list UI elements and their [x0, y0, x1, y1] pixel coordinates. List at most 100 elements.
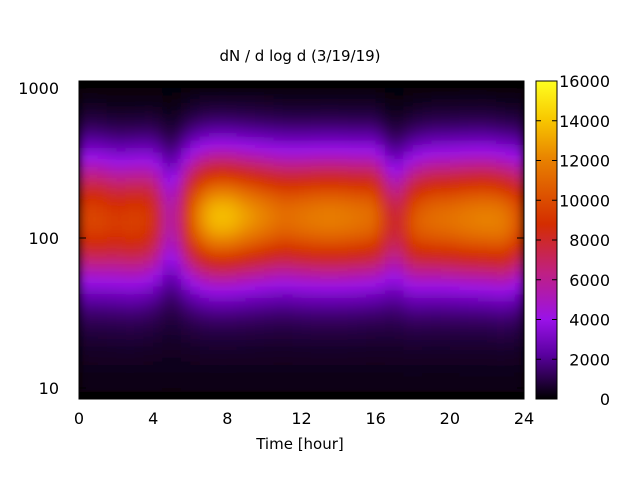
- heatmap-cell: [459, 308, 469, 313]
- heatmap-cell: [440, 151, 451, 156]
- heatmap-cell: [514, 98, 524, 103]
- heatmap-cell: [477, 233, 488, 238]
- heatmap-cell: [301, 151, 312, 156]
- heatmap-cell: [208, 121, 219, 126]
- heatmap-cell: [180, 331, 191, 336]
- heatmap-cell: [422, 323, 432, 328]
- heatmap-cell: [422, 364, 432, 370]
- heatmap-cell: [79, 252, 89, 257]
- heatmap-cell: [245, 203, 256, 208]
- heatmap-cell: [106, 383, 117, 388]
- heatmap-cell: [236, 342, 247, 347]
- heatmap-cell: [255, 88, 266, 92]
- heatmap-cell: [449, 349, 460, 355]
- heatmap-cell: [264, 226, 275, 231]
- heatmap-cell: [106, 91, 117, 96]
- heatmap-cell: [227, 379, 238, 385]
- heatmap-cell: [394, 226, 405, 231]
- heatmap-cell: [180, 173, 191, 178]
- heatmap-cell: [366, 132, 377, 137]
- heatmap-cell: [171, 353, 182, 358]
- heatmap-cell: [116, 342, 126, 347]
- heatmap-cell: [412, 222, 423, 227]
- heatmap-cell: [347, 327, 358, 332]
- heatmap-cell: [403, 188, 414, 193]
- heatmap-cell: [153, 267, 164, 272]
- heatmap-cell: [143, 143, 154, 148]
- heatmap-cell: [449, 334, 460, 340]
- heatmap-cell: [171, 308, 182, 313]
- heatmap-cell: [320, 349, 330, 355]
- heatmap-cell: [162, 139, 173, 145]
- heatmap-cell: [375, 286, 386, 291]
- heatmap-cell: [218, 301, 228, 306]
- heatmap-cell: [218, 248, 228, 253]
- heatmap-cell: [180, 211, 191, 216]
- heatmap-cell: [514, 316, 524, 321]
- heatmap-cell: [208, 361, 219, 366]
- heatmap-cell: [255, 151, 266, 156]
- heatmap-cell: [125, 346, 136, 351]
- heatmap-cell: [282, 361, 293, 366]
- heatmap-cell: [310, 196, 321, 201]
- heatmap-cell: [357, 177, 367, 182]
- heatmap-cell: [218, 349, 228, 355]
- heatmap-cell: [394, 173, 405, 178]
- heatmap-cell: [366, 151, 377, 156]
- heatmap-cell: [468, 256, 479, 261]
- heatmap-cell: [79, 346, 89, 351]
- heatmap-cell: [116, 132, 126, 137]
- heatmap-cell: [255, 181, 266, 186]
- heatmap-cell: [88, 259, 99, 265]
- heatmap-cell: [394, 158, 405, 163]
- heatmap-cell: [218, 222, 228, 227]
- heatmap-cell: [384, 192, 395, 197]
- heatmap-cell: [199, 229, 210, 235]
- heatmap-cell: [320, 361, 330, 366]
- heatmap-cell: [199, 244, 210, 250]
- x-tick-label: 8: [222, 409, 232, 428]
- heatmap-cell: [282, 94, 293, 100]
- heatmap-cell: [347, 222, 358, 227]
- heatmap-cell: [180, 106, 191, 111]
- heatmap-cell: [422, 136, 432, 141]
- heatmap-cell: [384, 151, 395, 156]
- heatmap-cell: [486, 278, 497, 283]
- heatmap-cell: [496, 353, 507, 358]
- heatmap-cell: [403, 158, 414, 163]
- heatmap-cell: [199, 196, 210, 201]
- heatmap-cell: [301, 278, 312, 283]
- heatmap-cell: [310, 143, 321, 148]
- heatmap-cell: [97, 312, 108, 317]
- heatmap-cell: [134, 173, 145, 178]
- heatmap-cell: [264, 102, 275, 107]
- heatmap-cell: [227, 166, 238, 171]
- heatmap-cell: [199, 177, 210, 182]
- colorbar-tick-label: 16000: [559, 72, 610, 91]
- heatmap-cell: [153, 121, 164, 126]
- heatmap-cell: [218, 199, 228, 205]
- heatmap-cell: [97, 364, 108, 370]
- heatmap-cell: [190, 282, 201, 287]
- heatmap-cell: [97, 233, 108, 238]
- heatmap-cell: [357, 259, 367, 265]
- heatmap-cell: [180, 316, 191, 321]
- heatmap-cell: [440, 181, 451, 186]
- heatmap-cell: [255, 102, 266, 107]
- heatmap-cell: [347, 342, 358, 347]
- heatmap-cell: [88, 229, 99, 235]
- heatmap-cell: [125, 338, 136, 343]
- heatmap-cell: [255, 132, 266, 137]
- heatmap-cell: [486, 188, 497, 193]
- heatmap-cell: [292, 192, 303, 197]
- heatmap-cell: [440, 199, 451, 205]
- heatmap-cell: [412, 349, 423, 355]
- heatmap-cell: [412, 383, 423, 388]
- heatmap-cell: [486, 248, 497, 253]
- heatmap-cell: [394, 106, 405, 111]
- heatmap-cell: [468, 117, 479, 122]
- heatmap-cell: [208, 289, 219, 295]
- heatmap-cell: [412, 319, 423, 325]
- heatmap-cell: [514, 252, 524, 257]
- heatmap-cell: [97, 241, 108, 246]
